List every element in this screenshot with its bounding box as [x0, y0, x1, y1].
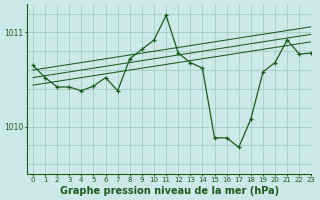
X-axis label: Graphe pression niveau de la mer (hPa): Graphe pression niveau de la mer (hPa)	[60, 186, 279, 196]
